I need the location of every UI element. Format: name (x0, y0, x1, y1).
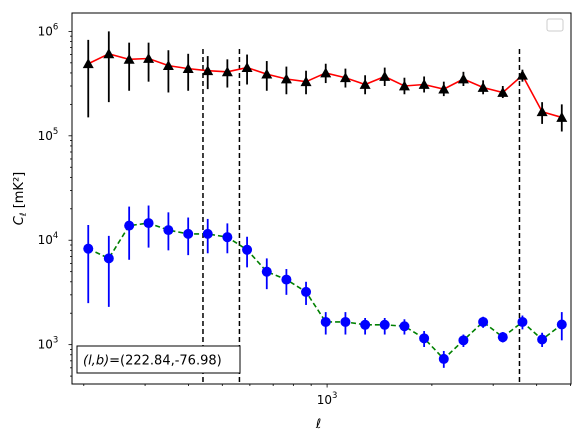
data-point-circle (83, 243, 94, 254)
data-point-circle (517, 316, 528, 327)
y-tick-label-exponent: 5 (53, 127, 58, 137)
y-tick-label-base: 10 (38, 233, 53, 247)
y-tick-label-exponent: 6 (53, 22, 58, 32)
data-point-circle (281, 274, 292, 285)
data-point-circle (163, 225, 174, 236)
y-tick-label: 104 (38, 231, 59, 247)
data-point-triangle (536, 106, 548, 117)
data-point-triangle (300, 76, 312, 87)
y-axis-label: Cℓ [mK²] (12, 172, 29, 225)
y-tick-label: 103 (38, 336, 59, 352)
y-tick-label-exponent: 4 (53, 231, 58, 241)
data-point-triangle (202, 65, 214, 76)
data-point-circle (379, 319, 390, 330)
data-point-circle (419, 333, 430, 344)
data-point-circle (537, 334, 548, 345)
data-point-triangle (280, 73, 292, 84)
data-point-circle (478, 316, 489, 327)
data-point-triangle (143, 53, 155, 63)
data-point-triangle (162, 60, 174, 71)
annotation-text: (l,b)=(222.84,-76.98) (83, 354, 222, 369)
x-axis-label: ℓ (315, 417, 321, 432)
data-point-circle (458, 335, 469, 346)
y-tick-label: 105 (38, 127, 59, 143)
y-tick-label-base: 10 (38, 338, 53, 352)
data-point-circle (261, 266, 272, 277)
data-point-circle (497, 332, 508, 343)
data-point-triangle (359, 79, 371, 89)
data-point-circle (143, 218, 154, 229)
axis-ticks (68, 30, 571, 388)
data-point-circle (103, 253, 114, 264)
data-point-triangle (261, 68, 273, 79)
y-tick-label-exponent: 3 (53, 336, 58, 346)
data-point-triangle (320, 67, 332, 78)
data-point-triangle (398, 80, 410, 91)
data-point-circle (320, 316, 331, 327)
data-point-circle (242, 244, 253, 255)
data-point-triangle (339, 72, 351, 83)
y-axis-label-unit: [mK²] (12, 172, 27, 213)
data-point-circle (183, 228, 194, 239)
data-point-triangle (221, 66, 233, 77)
data-point-triangle (182, 63, 194, 74)
annotation-prefix: (l,b) (83, 354, 109, 369)
annotation-suffix: =(222.84,-76.98) (109, 354, 222, 369)
data-point-circle (124, 220, 135, 231)
data-point-triangle (241, 62, 253, 73)
series-1 (82, 31, 568, 132)
annotation-box: (l,b)=(222.84,-76.98) (76, 345, 241, 374)
data-point-triangle (123, 53, 135, 64)
data-point-triangle (556, 111, 568, 122)
data-point-circle (301, 286, 312, 297)
data-point-triangle (379, 70, 391, 81)
data-point-circle (399, 321, 410, 332)
data-point-circle (360, 319, 371, 330)
data-point-circle (202, 228, 213, 239)
x-tick-label: 103 (317, 391, 338, 407)
y-axis-label-subscript: ℓ (19, 212, 29, 217)
y-axis-label-symbol: C (12, 215, 27, 225)
y-tick-label-base: 10 (38, 24, 53, 38)
data-point-circle (222, 232, 233, 243)
axes-frame (71, 12, 572, 385)
x-tick-label-exponent: 3 (332, 391, 337, 401)
chart-marks (82, 31, 568, 384)
y-tick-label: 106 (38, 22, 59, 38)
data-point-circle (556, 319, 567, 330)
x-tick-label-base: 10 (317, 393, 332, 407)
annotation-frame (76, 345, 241, 374)
y-tick-label-base: 10 (38, 129, 53, 143)
data-point-circle (438, 353, 449, 364)
data-point-triangle (438, 83, 450, 94)
series-2 (83, 205, 567, 368)
data-point-triangle (103, 48, 115, 59)
data-point-triangle (457, 73, 469, 84)
data-point-triangle (418, 79, 430, 89)
legend-box (546, 18, 564, 32)
data-point-triangle (82, 58, 94, 69)
data-point-triangle (497, 86, 509, 97)
data-point-triangle (516, 69, 528, 80)
data-point-circle (340, 316, 351, 327)
data-point-triangle (477, 82, 489, 92)
